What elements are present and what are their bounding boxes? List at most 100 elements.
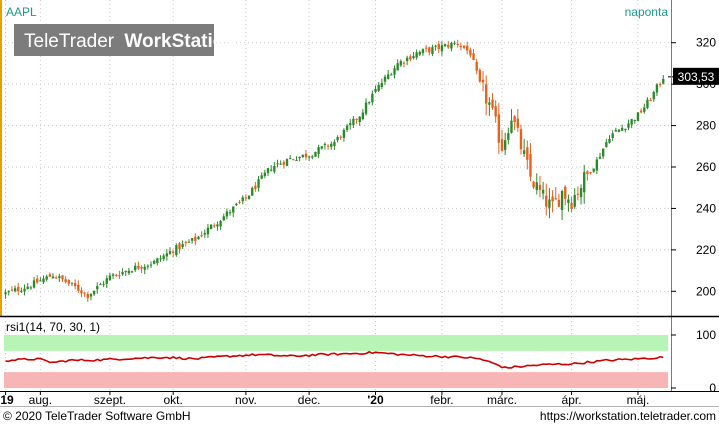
candle-body [203, 232, 206, 235]
last-price-text: 303,53 [678, 70, 715, 84]
candle-body [20, 290, 23, 292]
candle-body [652, 92, 655, 100]
candle-body [624, 128, 627, 130]
candle-body [472, 53, 475, 61]
watermark-background [14, 24, 214, 56]
price-y-tick-label: 280 [696, 119, 716, 133]
candle-body [225, 211, 229, 217]
candle-body [190, 238, 194, 241]
x-axis-label: aug. [29, 393, 52, 407]
price-candles [4, 39, 673, 302]
candle-body [317, 147, 320, 154]
candle-body [545, 195, 548, 207]
candle-body [184, 242, 187, 244]
candle-body [447, 44, 450, 48]
candle-body [58, 276, 61, 279]
candle-body [497, 114, 501, 143]
candle-body [64, 279, 67, 283]
candle-body [162, 255, 165, 260]
candle-body [39, 280, 42, 282]
watermark-brand: TeleTrader [24, 31, 115, 52]
candle-body [655, 84, 659, 93]
candle-body [175, 245, 178, 256]
candle-body [383, 76, 387, 82]
candle-body [26, 286, 29, 289]
candle-body [579, 188, 583, 198]
candle-body [485, 84, 488, 104]
candle-body [86, 294, 89, 299]
x-axis-label: máj. [627, 393, 650, 407]
candle-body [405, 57, 409, 62]
rsi-grid [5, 317, 639, 391]
candle-body [89, 294, 93, 297]
x-axis-label: '20 [367, 393, 384, 407]
candle-body [168, 251, 172, 254]
candle-body [557, 199, 561, 207]
candle-body [257, 179, 260, 188]
candle-body [304, 153, 308, 158]
candle-body [137, 265, 140, 269]
candle-body [61, 275, 64, 280]
candle-body [301, 154, 304, 158]
rsi-oversold-band [4, 372, 668, 388]
candle-body [592, 168, 595, 172]
candle-body [10, 289, 14, 291]
symbol-label: AAPL [6, 5, 37, 19]
candle-body [270, 169, 273, 171]
candle-body [434, 45, 437, 47]
candle-body [251, 187, 254, 196]
candle-body [330, 143, 333, 147]
candle-body [636, 112, 640, 122]
candle-body [4, 292, 7, 295]
watermark-product: WorkStation [124, 31, 236, 52]
candle-body [418, 51, 421, 55]
candle-body [273, 165, 276, 172]
candle-body [390, 74, 393, 76]
rsi-line [5, 350, 664, 369]
candle-body [466, 45, 469, 51]
candle-body [336, 137, 339, 141]
candle-body [80, 290, 83, 294]
candle-body [424, 47, 428, 49]
candle-body [36, 278, 39, 283]
candle-body [232, 206, 235, 213]
rsi-overbought-band [4, 335, 668, 351]
candle-body [115, 274, 118, 276]
candle-body [7, 291, 10, 293]
candle-body [171, 251, 175, 253]
candle-body [323, 143, 327, 145]
candle-body [216, 224, 219, 227]
candle-body [459, 46, 463, 48]
candle-body [503, 140, 507, 150]
candle-body [111, 274, 115, 276]
candle-body [456, 43, 459, 45]
candle-body [437, 43, 440, 50]
watermark: TeleTrader WorkStation [14, 24, 236, 56]
x-axis-label: márc. [487, 393, 517, 407]
candle-body [235, 203, 238, 206]
candle-body [194, 236, 197, 241]
candle-body [522, 150, 526, 155]
candle-body [374, 89, 377, 92]
candle-body [187, 241, 191, 243]
candle-body [602, 148, 605, 157]
rsi-y-axis: 0 100 [671, 328, 716, 395]
candle-body [380, 83, 384, 88]
price-y-tick-label: 320 [696, 36, 716, 50]
rsi-y-tick-label: 100 [696, 328, 716, 342]
x-axis-label: '19 [0, 393, 14, 407]
candle-body [507, 133, 510, 140]
candle-body [149, 264, 153, 266]
candle-body [399, 61, 402, 66]
candle-body [548, 199, 551, 208]
candle-body [45, 276, 48, 280]
candle-body [469, 49, 472, 56]
source-url[interactable]: https://workstation.teletrader.com [540, 409, 716, 423]
candle-body [345, 125, 349, 131]
svg-text:TeleTrader WorkStation: TeleTrader WorkStation [24, 31, 236, 52]
x-axis: '19 aug. szept. okt. nov. dec. '20 febr. márc. áp… [0, 391, 649, 407]
candle-body [48, 274, 52, 277]
candle-body [440, 45, 444, 52]
candle-body [153, 260, 156, 264]
candle-body [560, 190, 564, 211]
